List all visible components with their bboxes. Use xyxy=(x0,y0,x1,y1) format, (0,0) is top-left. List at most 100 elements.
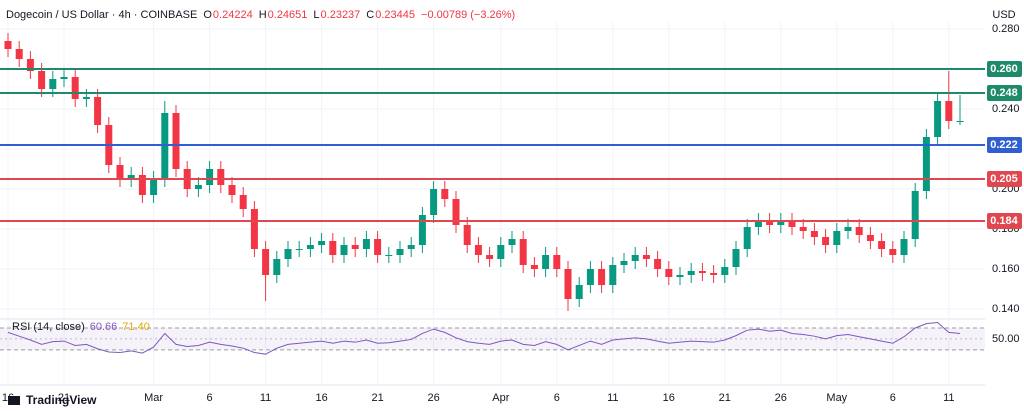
candle-body xyxy=(586,269,594,285)
candle-body xyxy=(486,255,494,259)
logo xyxy=(8,396,20,405)
symbol: Dogecoin / US Dollar · 4h · COINBASE xyxy=(6,9,197,21)
candle-body xyxy=(49,79,57,89)
candle-body xyxy=(553,255,561,269)
candle-body xyxy=(833,231,841,245)
rsi-reading: 71.40 xyxy=(122,321,150,333)
candle-body xyxy=(295,249,303,250)
candle-body xyxy=(362,239,370,249)
candle-body xyxy=(329,241,337,255)
rsi-band xyxy=(0,328,985,350)
candle-body xyxy=(754,221,762,227)
level-label: 0.248 xyxy=(990,87,1018,99)
candle-body xyxy=(441,189,449,199)
x-tick-label: Mar xyxy=(144,392,163,404)
candle-body xyxy=(284,249,292,259)
candle-body xyxy=(150,179,158,195)
candle-body xyxy=(710,273,718,275)
candle-body xyxy=(474,245,482,255)
candle-body xyxy=(306,245,314,249)
rsi-tick-label: 50.00 xyxy=(992,333,1020,345)
candle-body xyxy=(452,199,460,225)
x-tick-label: May xyxy=(826,392,847,404)
ohlc-key: L xyxy=(313,9,319,21)
candle-body xyxy=(631,255,639,261)
candle-body xyxy=(900,239,908,255)
candle-body xyxy=(866,235,874,241)
ohlc-value: 0.24651 xyxy=(268,9,308,21)
candle-body xyxy=(598,269,606,285)
candle-body xyxy=(788,221,796,227)
rsi-title: RSI (14, close) xyxy=(12,321,85,333)
x-tick-label: Apr xyxy=(492,392,509,404)
candle-body xyxy=(407,245,415,249)
candle-body xyxy=(575,285,583,299)
candle-body xyxy=(15,49,23,59)
candle-body xyxy=(138,175,146,195)
ohlc-value: 0.24224 xyxy=(213,9,253,21)
candle-body xyxy=(385,255,393,256)
candle-body xyxy=(396,249,404,255)
candle-body xyxy=(620,261,628,265)
x-tick-label: 6 xyxy=(207,392,213,404)
candle-body xyxy=(732,249,740,267)
x-tick-label: 11 xyxy=(607,392,618,404)
y-tick-label: 0.160 xyxy=(992,263,1020,275)
x-tick-label: 21 xyxy=(371,392,383,404)
level-label: 0.184 xyxy=(990,215,1018,227)
candle-body xyxy=(374,239,382,255)
candle-body xyxy=(60,77,68,79)
candle-body xyxy=(497,245,505,259)
level-label: 0.222 xyxy=(990,139,1018,151)
level-badge xyxy=(987,213,1022,229)
x-tick-label: 16 xyxy=(663,392,675,404)
candle-body xyxy=(945,101,953,121)
y-tick-label: 0.280 xyxy=(992,23,1020,35)
candle-body xyxy=(654,259,662,269)
header: Dogecoin / US Dollar · 4h · COINBASE O 0.… xyxy=(6,9,515,21)
brand-name: TradingView xyxy=(26,393,97,407)
x-tick-label: 6 xyxy=(890,392,896,404)
candle-body xyxy=(609,265,617,285)
rsi-reading: 60.66 xyxy=(90,321,118,333)
x-tick-label: 26 xyxy=(427,392,439,404)
candle-body xyxy=(542,255,550,269)
candle-body xyxy=(687,271,695,275)
candle-body xyxy=(665,269,673,277)
candle-body xyxy=(116,165,124,179)
candle-body xyxy=(698,271,706,273)
candle-body xyxy=(262,249,270,275)
candle-body xyxy=(810,231,818,237)
candle-body xyxy=(351,245,359,249)
x-tick-label: 21 xyxy=(58,392,70,404)
candle-body xyxy=(844,227,852,231)
candle-body xyxy=(194,185,202,189)
candle-body xyxy=(318,241,326,245)
x-tick-label: 11 xyxy=(260,392,271,404)
candle-body xyxy=(822,237,830,245)
brand: TradingView xyxy=(8,393,97,407)
candle-body xyxy=(172,113,180,169)
x-tick-label: 11 xyxy=(943,392,954,404)
x-tick-label: 6 xyxy=(554,392,560,404)
candle-body xyxy=(430,189,438,215)
ohlc-key: H xyxy=(259,9,267,21)
candle-body xyxy=(508,239,516,245)
x-tick-label: 21 xyxy=(719,392,731,404)
candle-body xyxy=(889,249,897,255)
candle-body xyxy=(26,59,34,71)
level-badge xyxy=(987,85,1022,101)
candle-body xyxy=(743,227,751,249)
x-tick-label: 26 xyxy=(775,392,787,404)
candle-body xyxy=(922,137,930,191)
ohlc-key: O xyxy=(203,9,212,21)
x-tick-label: 16 xyxy=(2,392,14,404)
candle-body xyxy=(239,195,247,209)
level-badge xyxy=(987,61,1022,77)
candle-body xyxy=(956,121,964,122)
candle-body xyxy=(4,41,12,49)
currency: USD xyxy=(992,9,1015,21)
candle-body xyxy=(911,191,919,239)
level-label: 0.260 xyxy=(990,63,1018,75)
